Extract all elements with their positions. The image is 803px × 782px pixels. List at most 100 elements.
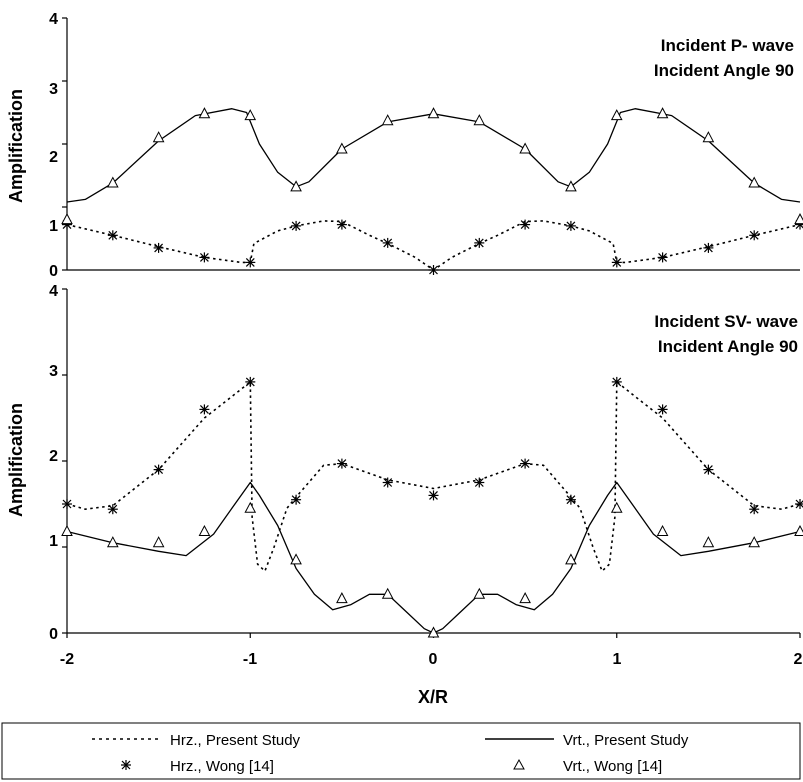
top-vrt-wong-marker [381,114,394,126]
legend-label-hrz-wong: Hrz., Wong [14] [170,758,274,775]
legend: Hrz., Present Study Vrt., Present Study … [1,722,801,780]
top-vrt-wong-marker [656,107,669,119]
bottom-hrz-wong-marker [795,499,803,509]
bottom-vrt-wong-marker [61,524,73,537]
top-y-tick-label: 0 [49,263,58,280]
bottom-vrt-present-line [66,481,801,634]
bottom-hrz-wong-marker [62,499,72,509]
bottom-y-tick-label: 3 [49,363,58,380]
top-vrt-wong-marker [427,107,440,119]
bottom-y-tick-label: 0 [49,626,58,643]
legend-label-vrt-wong: Vrt., Wong [14] [563,758,662,775]
bottom-vrt-wong-marker [381,587,394,599]
bottom-vrt-wong-marker [610,501,623,513]
top-vrt-wong-marker [152,131,165,143]
bottom-hrz-wong-marker [153,464,164,475]
bottom-hrz-wong-marker [382,477,393,488]
x-tick-label: -1 [243,651,257,668]
bottom-hrz-wong-marker [199,404,210,415]
bottom-y-tick-label: 1 [49,533,58,550]
bottom-hrz-wong-marker [703,464,714,475]
top-vrt-wong-marker [748,176,761,188]
bottom-hrz-wong-marker [245,376,256,387]
bottom-vrt-wong-marker [656,524,669,537]
x-tick-label: 1 [613,651,622,668]
bottom-vrt-wong-marker [565,553,577,565]
top-hrz-wong-marker [428,265,439,275]
top-y-axis-label: Amplification [6,89,26,203]
bottom-annotation-line1: Incident SV- wave [654,312,798,331]
bottom-vrt-wong-marker [198,524,211,537]
bottom-vrt-wong-marker [519,592,531,604]
legend-label-hrz-present: Hrz., Present Study [170,732,301,749]
chart-top-panel: 4 3 2 1 0 Amplification Incident P- wave… [6,11,803,280]
bottom-vrt-wong-marker [152,536,165,548]
top-hrz-wong-marker [565,220,576,231]
bottom-hrz-wong-marker [291,494,302,505]
top-vrt-wong-marker [473,114,486,126]
bottom-hrz-wong-marker [520,458,531,469]
bottom-vrt-wong-marker [336,592,348,604]
top-y-tick-label: 3 [49,81,58,98]
x-tick-label: 0 [429,651,438,668]
bottom-vrt-wong-marker [794,524,803,537]
bottom-series-group [61,376,803,638]
bottom-vrt-wong-marker [473,587,486,599]
top-vrt-wong-marker [244,109,257,121]
legend-triangle-marker [513,758,525,770]
top-annotation-line1: Incident P- wave [661,36,794,55]
legend-box [1,722,801,780]
top-vrt-wong-marker [336,142,348,154]
x-tick-label: 2 [794,651,803,668]
bottom-hrz-wong-marker [107,504,118,515]
top-vrt-wong-marker [290,180,302,192]
top-hrz-wong-marker [107,230,118,241]
top-annotation-line2: Incident Angle 90 [654,61,794,80]
top-hrz-wong-marker [153,242,164,253]
top-vrt-wong-marker [565,180,577,192]
top-series-group [61,107,803,275]
top-vrt-wong-marker [61,213,73,225]
bottom-vrt-wong-marker [702,536,715,548]
bottom-y-axis-label: Amplification [6,403,26,517]
top-hrz-present-line [66,220,801,271]
bottom-hrz-wong-marker [336,458,347,469]
bottom-y-tick-label: 2 [49,448,58,465]
top-vrt-present-line [66,108,801,203]
top-vrt-wong-marker [106,176,119,188]
top-y-tick-label: 4 [49,11,58,28]
bottom-vrt-wong-marker [748,536,761,548]
bottom-hrz-wong-marker [611,376,622,387]
top-hrz-wong-marker [336,219,347,230]
top-hrz-wong-marker [199,252,210,263]
bottom-y-tick-label: 4 [49,283,58,300]
top-y-ticks [62,17,67,271]
top-y-tick-label: 2 [49,149,58,166]
bottom-vrt-wong-marker [290,553,302,565]
top-hrz-wong-marker [749,230,760,241]
top-vrt-wong-marker [610,109,623,121]
bottom-vrt-wong-marker [244,501,257,513]
x-tick-label: -2 [60,651,74,668]
top-hrz-wong-marker [291,220,302,231]
top-hrz-wong-marker [474,237,485,248]
top-hrz-wong-marker [703,242,714,253]
bottom-hrz-wong-marker [749,504,760,515]
bottom-hrz-wong-marker [474,477,485,488]
bottom-hrz-present-line [66,381,801,572]
top-hrz-wong-marker [611,257,622,268]
x-axis-label: X/R [418,687,448,707]
legend-label-vrt-present: Vrt., Present Study [563,732,689,749]
bottom-hrz-wong-marker [428,490,439,501]
top-vrt-wong-marker [794,213,803,225]
top-vrt-wong-marker [198,107,211,119]
bottom-vrt-wong-marker [106,536,119,548]
bottom-annotation-line2: Incident Angle 90 [658,337,798,356]
top-hrz-wong-marker [520,219,531,230]
top-vrt-wong-marker [702,131,715,143]
bottom-vrt-wong-marker [427,626,440,638]
bottom-hrz-wong-marker [565,494,576,505]
bottom-hrz-wong-marker [657,404,668,415]
top-hrz-wong-marker [245,257,256,268]
